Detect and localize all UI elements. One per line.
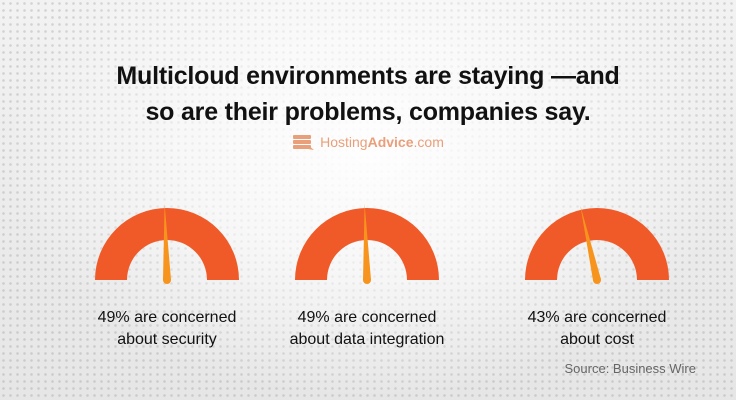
gauge-label-security: 49% are concerned about security xyxy=(57,307,277,351)
gauge-needle-hub xyxy=(593,276,601,284)
gauge-needle-hub xyxy=(363,276,371,284)
hostingadvice-logo: HostingAdvice.com xyxy=(0,134,736,150)
logo-stack-icon xyxy=(293,135,315,150)
gauge-needle xyxy=(363,204,371,281)
gauge-label-cost: 43% are concerned about cost xyxy=(487,307,707,351)
gauge-needle xyxy=(163,204,171,281)
gauge-arc xyxy=(525,208,669,280)
gauge-label-line-2: about data integration xyxy=(289,331,445,348)
gauge-label-line-2: about cost xyxy=(560,331,634,348)
gauge-chart xyxy=(95,204,669,284)
gauge-label-line-1: 43% are concerned xyxy=(527,309,667,326)
gauge-arc xyxy=(95,208,239,280)
title-line-2: so are their problems, companies say. xyxy=(145,98,591,126)
gauge-label-data-integration: 49% are concerned about data integration xyxy=(257,307,477,351)
gauge-label-line-1: 49% are concerned xyxy=(297,309,437,326)
gauge-label-line-1: 49% are concerned xyxy=(97,309,237,326)
gauge-needle-hub xyxy=(163,276,171,284)
logo-text-hosting: Hosting xyxy=(320,134,368,150)
gauge-arc xyxy=(295,208,439,280)
gauge-label-line-2: about security xyxy=(117,331,217,348)
source-note: Source: Business Wire xyxy=(564,361,697,376)
gauge-needle xyxy=(580,205,601,281)
title-line-1: Multicloud environments are staying —and xyxy=(116,62,620,90)
logo-text: HostingAdvice.com xyxy=(320,134,444,150)
page-title: Multicloud environments are staying —and… xyxy=(0,58,736,130)
logo-text-suffix: .com xyxy=(413,134,444,150)
logo-text-advice: Advice xyxy=(367,134,414,150)
